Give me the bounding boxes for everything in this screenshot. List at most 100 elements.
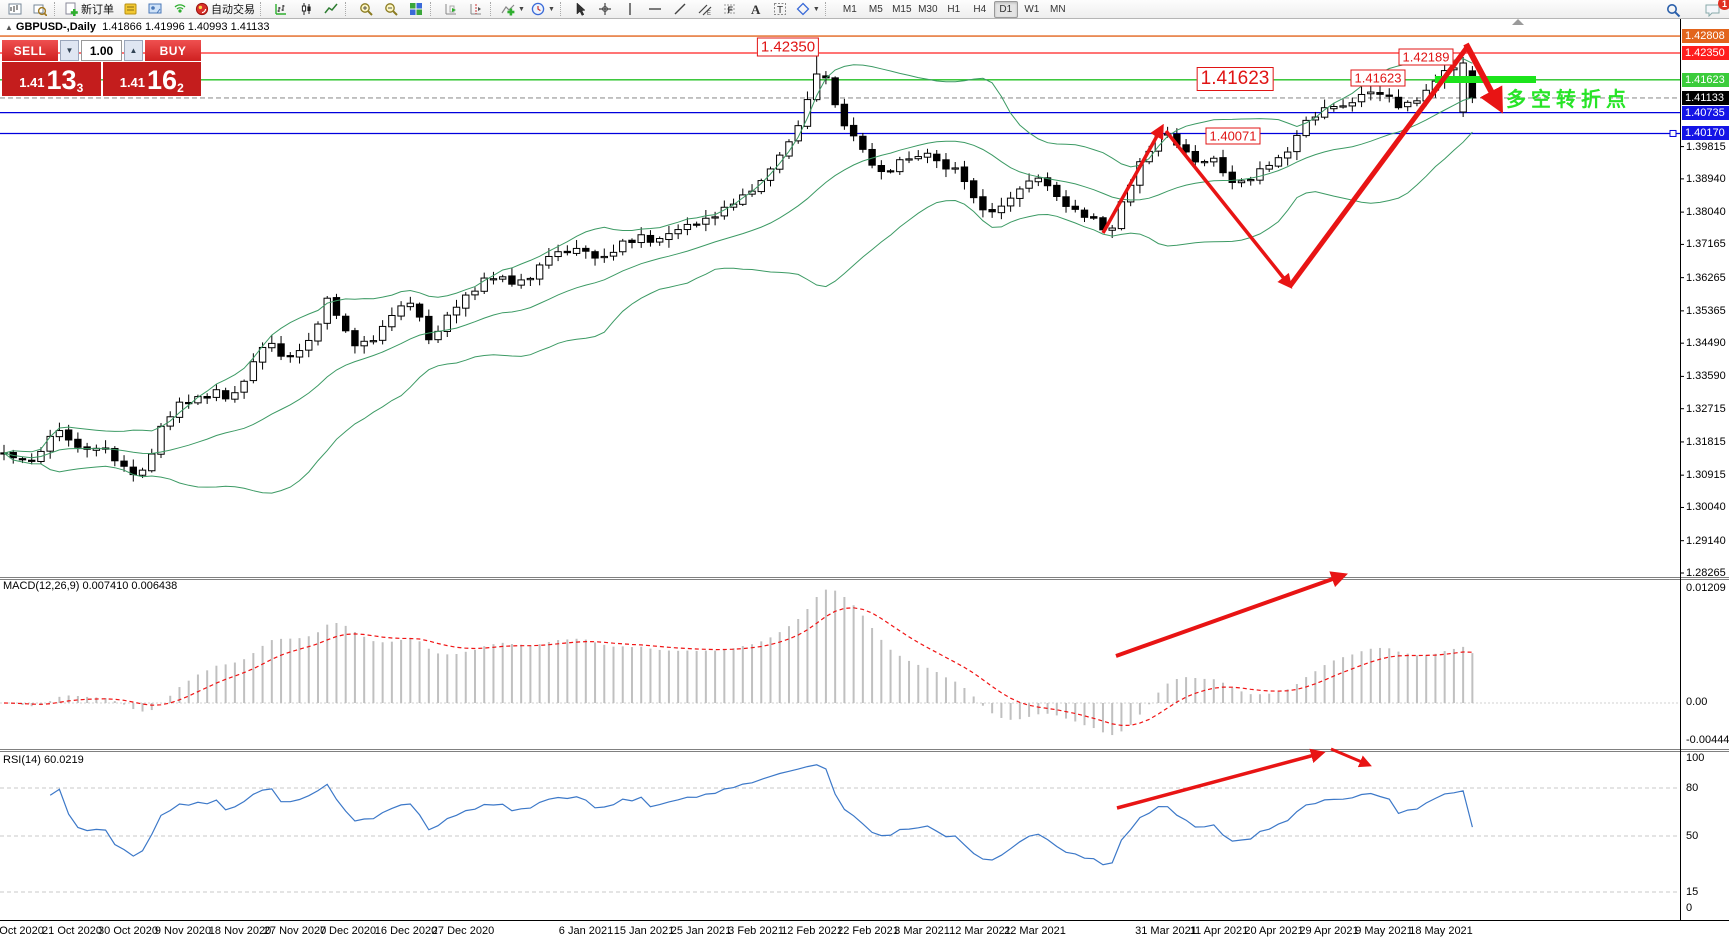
new-order-label: 新订单 [81,4,114,16]
market-watch-icon[interactable] [142,0,167,18]
date-label: 31 Mar 2021 [1135,925,1197,937]
zoom-out-icon[interactable] [378,0,403,18]
toolbar-separator [490,2,496,16]
svg-text:A: A [751,2,761,16]
timeframe-m5[interactable]: M5 [868,3,883,15]
zoom-in-icon[interactable] [353,0,378,18]
price-annotation-label[interactable]: 1.42350 [756,37,820,57]
buy-price[interactable]: 1.41 16 2 [102,62,201,96]
rsi-scale-label: 50 [1686,830,1699,842]
timeframe-d1[interactable]: D1 [993,0,1018,18]
price-level-tag: 1.42808 [1682,29,1729,44]
horizontal-line-icon[interactable] [643,0,668,18]
shapes-icon[interactable]: ▼ [793,0,823,18]
date-label: 12 Feb 2021 [781,925,843,937]
price-level-tag: 1.40170 [1682,126,1729,141]
date-label: 25 Jan 2021 [670,925,732,937]
volume-down-button[interactable]: ▼ [60,40,79,61]
price-tick-label: 1.31815 [1686,435,1726,448]
date-label: 3 Mar 2021 [894,925,950,937]
rsi-scale-label: 15 [1686,886,1699,898]
sell-button[interactable]: SELL [2,40,58,61]
toolbar-separator [345,2,351,16]
auto-scroll-icon[interactable] [438,0,463,18]
toolbar-buttons: 新订单 自动交易 ▼ ▼ E F A T ▼ [2,0,833,18]
text-label-icon[interactable]: T [768,0,793,18]
price-tick-label: 1.33590 [1686,370,1726,383]
history-center-icon[interactable] [117,0,142,18]
one-click-collapse-icon[interactable]: ▲ [5,23,13,32]
toolbar-separator [430,2,436,16]
rsi-scale-label: 0 [1686,902,1693,914]
search-icon[interactable] [1661,1,1686,19]
zoom-box-icon[interactable] [27,0,52,18]
timeframe-h4[interactable]: H4 [973,3,987,15]
symbol-name: GBPUSD-,Daily [15,21,96,33]
chart-shift-icon[interactable] [463,0,488,18]
new-order-icon[interactable]: 新订单 [62,0,117,18]
chart-title: ▲ GBPUSD-,Daily 1.41866 1.41996 1.40993 1… [5,21,270,33]
price-tick-label: 1.29140 [1686,534,1726,547]
chevron-down-icon: ▼ [547,5,555,13]
date-label: 27 Dec 2020 [431,925,495,937]
price-tick-label: 1.35365 [1686,304,1726,317]
vertical-line-icon[interactable] [618,0,643,18]
price-annotation-label[interactable]: 1.40071 [1205,127,1261,145]
date-label: 15 Jan 2021 [613,925,675,937]
date-label: 21 Oct 2020 [42,925,102,937]
date-label: 9 Nov 2020 [154,925,212,937]
date-label: 7 Dec 2020 [319,925,377,937]
periods-icon[interactable]: ▼ [528,0,558,18]
timeframe-m30[interactable]: M30 [918,3,938,15]
ohlc-values: 1.41866 1.41996 1.40993 1.41133 [102,21,270,33]
buy-button[interactable]: BUY [145,40,201,61]
toolbar-separator [824,2,831,16]
svg-text:T: T [777,5,783,16]
date-label: 9 May 2021 [1355,925,1413,937]
price-annotation-label[interactable]: 1.41623 [1350,69,1406,87]
candlestick-chart-icon[interactable] [293,0,318,18]
trendline-icon[interactable] [668,0,693,18]
timeframe-m1[interactable]: M1 [842,3,857,15]
macd-scale-label: 0.00 [1686,696,1708,708]
price-tick-label: 1.39815 [1686,140,1726,153]
buy-price-point: 2 [177,81,184,95]
date-label: 27 Nov 2020 [263,925,327,937]
rsi-label: RSI(14) 60.0219 [3,754,84,766]
timeframe-m15[interactable]: M15 [892,3,912,15]
timeframe-mn[interactable]: MN [1050,3,1066,15]
tile-windows-icon[interactable] [403,0,428,18]
macd-scale-label: -0.004446 [1686,734,1729,746]
signals-icon[interactable] [167,0,192,18]
bar-chart-icon[interactable] [268,0,293,18]
timeframe-toolbar: M1 M5 M15 M30 H1 H4 D1 W1 MN [837,0,1071,18]
turning-point-annotation[interactable]: 多空转折点 [1506,89,1631,111]
chart-window-icon[interactable] [2,0,27,18]
volume-up-button[interactable]: ▲ [124,40,143,61]
sell-price[interactable]: 1.41 13 3 [2,62,101,96]
cursor-icon[interactable] [568,0,593,18]
volume-input[interactable] [81,40,122,61]
notifications-icon[interactable]: 1 [1700,0,1729,19]
chart-canvas[interactable] [0,18,1680,920]
price-tick-label: 1.30040 [1686,501,1726,514]
price-level-tag: 1.41623 [1682,72,1729,87]
svg-text:E: E [707,11,711,16]
date-label: 2 Oct 2020 [0,925,44,937]
indicators-icon[interactable]: ▼ [498,0,528,18]
price-tick-label: 1.32715 [1686,402,1726,415]
crosshair-icon[interactable] [593,0,618,18]
line-chart-icon[interactable] [318,0,343,18]
channel-icon[interactable]: E [693,0,718,18]
price-annotation-label[interactable]: 1.42189 [1398,48,1454,66]
price-annotation-label[interactable]: 1.41623 [1196,67,1274,91]
fibonacci-icon[interactable]: F [718,0,743,18]
text-icon[interactable]: A [743,0,768,18]
timeframe-w1[interactable]: W1 [1024,3,1040,15]
sell-price-point: 3 [76,81,84,95]
autotrading-icon[interactable]: 自动交易 [192,0,258,18]
toolbar-separator [559,2,566,16]
timeframe-h1[interactable]: H1 [947,3,961,15]
